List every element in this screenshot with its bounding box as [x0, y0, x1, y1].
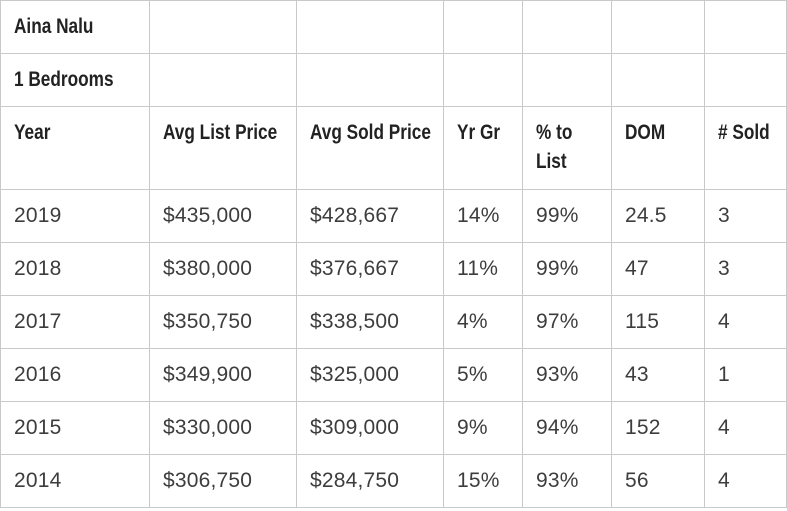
empty-cell — [149, 53, 297, 107]
cell-avg_list_price: $330,000 — [149, 401, 297, 455]
cell-num_sold: 4 — [704, 295, 787, 349]
empty-cell — [149, 0, 297, 54]
empty-cell — [296, 0, 444, 54]
empty-cell — [296, 53, 444, 107]
bedrooms-subtitle-cell: 1 Bedrooms — [0, 53, 150, 107]
cell-year: 2015 — [0, 401, 150, 455]
column-header-avg_list_price: Avg List Price — [149, 106, 297, 190]
column-header-label: Avg List Price — [163, 121, 278, 144]
property-title-cell: Aina Nalu — [0, 0, 150, 54]
bedrooms-subtitle: 1 Bedrooms — [14, 67, 114, 91]
cell-dom: 24.5 — [611, 189, 705, 243]
empty-cell — [443, 53, 523, 107]
column-header-label: Year — [14, 121, 51, 144]
column-header-label: % to List — [536, 121, 573, 173]
empty-cell — [522, 0, 612, 54]
cell-yr_gr: 9% — [443, 401, 523, 455]
cell-avg_list_price: $306,750 — [149, 454, 297, 508]
cell-avg_sold_price: $325,000 — [296, 348, 444, 402]
title-row: Aina Nalu — [0, 0, 787, 54]
subtitle-row: 1 Bedrooms — [0, 53, 787, 107]
cell-avg_list_price: $380,000 — [149, 242, 297, 296]
cell-num_sold: 4 — [704, 401, 787, 455]
header-row: Year Avg List Price Avg Sold Price Yr Gr % t… — [0, 106, 787, 190]
cell-num_sold: 3 — [704, 189, 787, 243]
cell-avg_list_price: $350,750 — [149, 295, 297, 349]
cell-dom: 152 — [611, 401, 705, 455]
cell-avg_sold_price: $309,000 — [296, 401, 444, 455]
cell-num_sold: 3 — [704, 242, 787, 296]
cell-avg_sold_price: $338,500 — [296, 295, 444, 349]
column-header-year: Year — [0, 106, 150, 190]
empty-cell — [611, 0, 705, 54]
cell-avg_sold_price: $428,667 — [296, 189, 444, 243]
table-row: 2016 $349,900 $325,000 5% 93% 43 1 — [0, 348, 787, 402]
column-header-label: DOM — [625, 121, 666, 144]
cell-pct_to_list: 99% — [522, 242, 612, 296]
cell-pct_to_list: 99% — [522, 189, 612, 243]
table-row: 2014 $306,750 $284,750 15% 93% 56 4 — [0, 454, 787, 508]
cell-year: 2016 — [0, 348, 150, 402]
table-row: 2017 $350,750 $338,500 4% 97% 115 4 — [0, 295, 787, 349]
empty-cell — [443, 0, 523, 54]
cell-year: 2019 — [0, 189, 150, 243]
empty-cell — [522, 53, 612, 107]
cell-pct_to_list: 93% — [522, 454, 612, 508]
table-row: 2019 $435,000 $428,667 14% 99% 24.5 3 — [0, 189, 787, 243]
column-header-avg_sold_price: Avg Sold Price — [296, 106, 444, 190]
table-row: 2018 $380,000 $376,667 11% 99% 47 3 — [0, 242, 787, 296]
cell-avg_sold_price: $376,667 — [296, 242, 444, 296]
column-header-num_sold: # Sold — [704, 106, 787, 190]
cell-avg_list_price: $349,900 — [149, 348, 297, 402]
cell-yr_gr: 11% — [443, 242, 523, 296]
empty-cell — [704, 0, 787, 54]
column-header-label: Avg Sold Price — [310, 121, 431, 144]
cell-dom: 43 — [611, 348, 705, 402]
property-title: Aina Nalu — [14, 14, 94, 38]
cell-num_sold: 4 — [704, 454, 787, 508]
column-header-yr_gr: Yr Gr — [443, 106, 523, 190]
empty-cell — [704, 53, 787, 107]
cell-year: 2017 — [0, 295, 150, 349]
cell-pct_to_list: 97% — [522, 295, 612, 349]
column-header-pct_to_list: % to List — [522, 106, 612, 190]
cell-yr_gr: 4% — [443, 295, 523, 349]
cell-year: 2014 — [0, 454, 150, 508]
cell-num_sold: 1 — [704, 348, 787, 402]
cell-avg_list_price: $435,000 — [149, 189, 297, 243]
cell-dom: 56 — [611, 454, 705, 508]
cell-dom: 115 — [611, 295, 705, 349]
cell-dom: 47 — [611, 242, 705, 296]
table-body: 2019 $435,000 $428,667 14% 99% 24.5 3 2018 $380,… — [0, 189, 787, 508]
cell-year: 2018 — [0, 242, 150, 296]
column-header-label: # Sold — [718, 121, 770, 144]
column-header-dom: DOM — [611, 106, 705, 190]
cell-pct_to_list: 94% — [522, 401, 612, 455]
cell-yr_gr: 5% — [443, 348, 523, 402]
cell-pct_to_list: 93% — [522, 348, 612, 402]
cell-yr_gr: 14% — [443, 189, 523, 243]
cell-yr_gr: 15% — [443, 454, 523, 508]
table-row: 2015 $330,000 $309,000 9% 94% 152 4 — [0, 401, 787, 455]
cell-avg_sold_price: $284,750 — [296, 454, 444, 508]
empty-cell — [611, 53, 705, 107]
column-header-label: Yr Gr — [457, 121, 501, 144]
